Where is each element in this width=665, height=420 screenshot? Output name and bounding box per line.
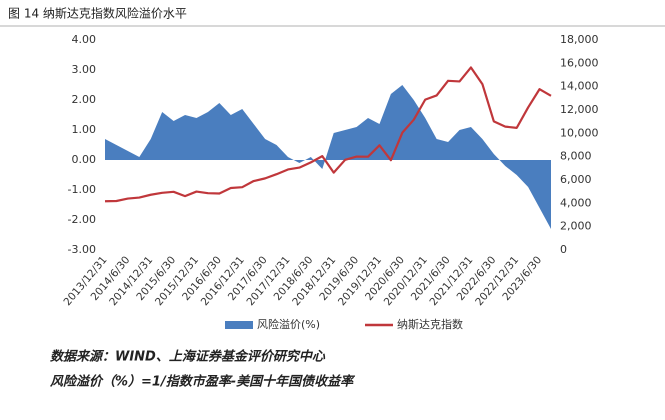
y2-tick-label: 14,000	[560, 80, 599, 93]
y2-tick-label: 18,000	[560, 33, 599, 46]
y-tick-label: 4.00	[72, 33, 97, 46]
y-tick-label: 0.00	[72, 153, 97, 166]
y-tick-label: -2.00	[68, 213, 96, 226]
risk-premium-area	[105, 85, 551, 229]
y-tick-label: -1.00	[68, 183, 96, 196]
y2-tick-label: 4,000	[560, 196, 592, 209]
y-tick-label: 1.00	[72, 123, 97, 136]
y2-tick-label: 10,000	[560, 126, 599, 139]
y2-tick-label: 12,000	[560, 103, 599, 116]
y2-tick-label: 0	[560, 243, 567, 256]
y2-tick-label: 2,000	[560, 220, 592, 233]
formula-note: 风险溢价（%）=1/指数市盈率-美国十年国债收益率	[49, 374, 356, 390]
legend-label: 纳斯达克指数	[397, 317, 463, 331]
y2-tick-label: 16,000	[560, 56, 599, 69]
y-tick-label: -3.00	[68, 243, 96, 256]
source-note: 数据来源：WIND、上海证券基金评价研究中心	[50, 349, 326, 365]
legend-swatch	[225, 321, 253, 329]
y-tick-label: 2.00	[72, 93, 97, 106]
y2-tick-label: 8,000	[560, 150, 592, 163]
chart-title: 图 14 纳斯达克指数风险溢价水平	[8, 6, 187, 21]
legend-label: 风险溢价(%)	[257, 317, 320, 331]
y-tick-label: 3.00	[72, 63, 97, 76]
y2-tick-label: 6,000	[560, 173, 592, 186]
nasdaq-line	[104, 66, 552, 203]
